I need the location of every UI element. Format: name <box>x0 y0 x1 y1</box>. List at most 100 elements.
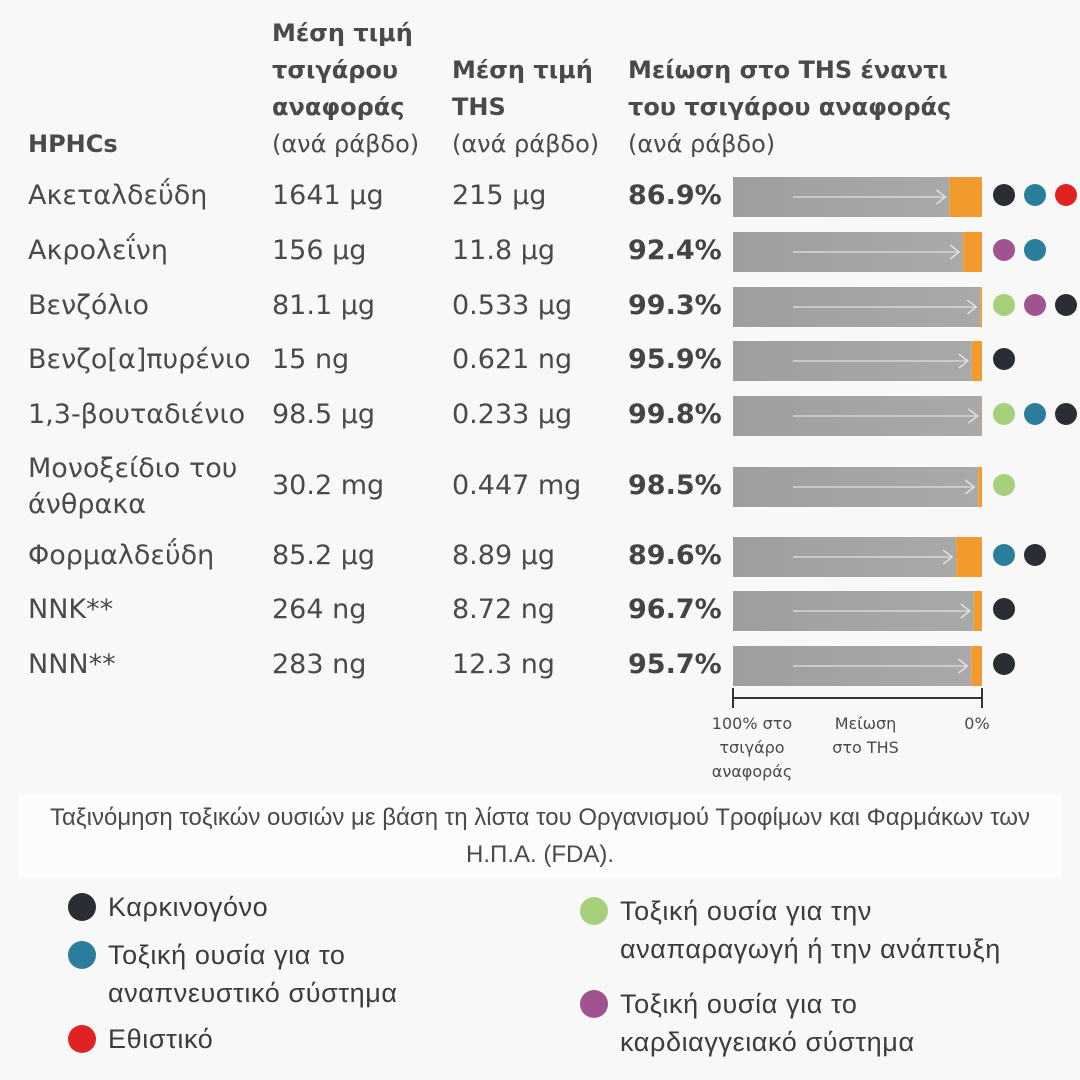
toxicity-dot-icon <box>1024 403 1046 425</box>
row-ths-value: 8.89 μg <box>452 540 556 571</box>
header-reduction-title: Μείωση στο THS έναντι του τσιγάρου αναφο… <box>628 56 952 121</box>
header-ths-title: Μέση τιμή THS <box>452 56 593 121</box>
axis-label-right: 0% <box>964 714 990 733</box>
toxicity-dot-icon <box>1024 184 1046 206</box>
reduction-arrowhead <box>958 353 970 369</box>
header-reduction-unit: (ανά ράβδο) <box>628 130 776 158</box>
row-name: Βενζο[α]πυρένιο <box>28 344 251 375</box>
row-ths-value: 8.72 ng <box>452 594 555 625</box>
header-reference: Μέση τιμή τσιγάρου αναφοράς (ανά ράβδο) <box>272 15 442 163</box>
row-reference-value: 85.2 μg <box>272 540 376 571</box>
toxicity-dot-icon <box>993 474 1015 496</box>
header-ths-unit: (ανά ράβδο) <box>452 130 600 158</box>
row-reference-value: 98.5 μg <box>272 399 376 430</box>
header-reference-title: Μέση τιμή τσιγάρου αναφοράς <box>272 19 413 121</box>
legend-addictive-label: Εθιστικό <box>108 1024 214 1054</box>
toxicity-dot-icon <box>1055 294 1077 316</box>
row-reference-value: 156 μg <box>272 235 367 266</box>
ths-remaining-bar <box>978 467 982 507</box>
legend-reproductive-label: Τοξική ουσία για την αναπαραγωγή ή την α… <box>620 896 1001 964</box>
header-reference-unit: (ανά ράβδο) <box>272 130 420 158</box>
toxicity-dot-icon <box>1024 294 1046 316</box>
legend-respiratory-label: Τοξική ουσία για το αναπνευστικό σύστημα <box>108 940 398 1008</box>
row-name: NNN** <box>28 649 116 680</box>
row-name: Ακρολεΐνη <box>28 235 168 266</box>
row-ths-value: 215 μg <box>452 180 547 211</box>
reduction-arrowhead <box>949 244 961 260</box>
legend-respiratory: Τοξική ουσία για το αναπνευστικό σύστημα <box>68 936 468 1012</box>
row-ths-value: 12.3 ng <box>452 649 555 680</box>
ths-remaining-bar <box>963 232 982 272</box>
reduction-arrowhead <box>942 549 954 565</box>
ths-remaining-bar <box>949 177 982 217</box>
addictive-dot-icon <box>68 1025 96 1053</box>
reproductive-dot-icon <box>580 897 608 925</box>
classification-caption: Ταξινόμηση τοξικών ουσιών με βάση τη λίσ… <box>18 795 1062 877</box>
row-ths-value: 0.533 μg <box>452 290 573 321</box>
row-name: Βενζόλιο <box>28 290 150 321</box>
toxicity-dot-icon <box>993 184 1015 206</box>
row-reduction-label: 99.3% <box>628 290 722 321</box>
toxicity-dot-icon <box>1055 403 1077 425</box>
carcinogen-dot-icon <box>68 893 96 921</box>
toxicity-dot-icon <box>1024 239 1046 261</box>
reduction-bar-chart <box>732 177 1077 708</box>
row-name: Μονοξείδιο του άνθρακα <box>28 453 238 520</box>
legend-addictive: Εθιστικό <box>68 1020 508 1058</box>
row-reduction-label: 89.6% <box>628 540 722 571</box>
toxicity-dot-icon <box>993 239 1015 261</box>
toxicity-dot-icon <box>993 598 1015 620</box>
row-reduction-label: 95.7% <box>628 649 722 680</box>
respiratory-dot-icon <box>68 941 96 969</box>
axis-label-left: 100% στο τσιγάρο αναφοράς <box>711 714 793 781</box>
header-hphcs-label: HPHCs <box>28 130 118 158</box>
axis-label-mid: Μείωση στο THS <box>832 714 899 757</box>
header-hphcs: HPHCs <box>28 126 118 163</box>
ths-remaining-bar <box>971 341 982 381</box>
reduction-arrowhead <box>935 189 947 205</box>
row-name: NNK** <box>28 594 114 625</box>
legend-reproductive: Τοξική ουσία για την αναπαραγωγή ή την α… <box>580 892 1050 968</box>
row-reduction-label: 98.5% <box>628 470 722 501</box>
legend-carcinogen-label: Καρκινογόνο <box>108 892 269 922</box>
toxicity-dot-icon <box>993 403 1015 425</box>
row-name: Ακεταλδεΰδη <box>28 180 208 211</box>
ths-remaining-bar <box>971 646 982 686</box>
toxicity-dot-icon <box>1055 184 1077 206</box>
legend-cardio-label: Τοξική ουσία για το καρδιαγγειακό σύστημ… <box>620 989 915 1057</box>
toxicity-dot-icon <box>993 653 1015 675</box>
reduction-arrowhead <box>964 479 976 495</box>
header-ths: Μέση τιμή THS (ανά ράβδο) <box>452 52 617 163</box>
row-ths-value: 0.621 ng <box>452 344 573 375</box>
reduction-arrowhead <box>960 603 972 619</box>
row-reduction-label: 92.4% <box>628 235 722 266</box>
row-reference-value: 264 ng <box>272 594 367 625</box>
toxicity-dot-icon <box>1024 544 1046 566</box>
row-reference-value: 81.1 μg <box>272 290 376 321</box>
ths-remaining-bar <box>980 287 982 327</box>
reduction-arrowhead <box>957 658 969 674</box>
legend-carcinogen: Καρκινογόνο <box>68 888 508 926</box>
row-reduction-label: 86.9% <box>628 180 722 211</box>
row-reduction-label: 96.7% <box>628 594 722 625</box>
row-reduction-label: 95.9% <box>628 344 722 375</box>
ths-remaining-bar <box>956 537 982 577</box>
toxicity-dot-icon <box>993 544 1015 566</box>
reduction-arrowhead <box>966 299 978 315</box>
legend-cardio: Τοξική ουσία για το καρδιαγγειακό σύστημ… <box>580 985 980 1061</box>
toxicity-dot-icon <box>993 348 1015 370</box>
reduction-arrowhead <box>968 408 979 424</box>
cardio-dot-icon <box>580 990 608 1018</box>
row-name: Φορμαλδεΰδη <box>28 540 215 571</box>
row-reference-value: 15 ng <box>272 344 350 375</box>
toxicity-dot-icon <box>993 294 1015 316</box>
ths-remaining-bar <box>973 591 982 631</box>
row-reference-value: 1641 μg <box>272 180 384 211</box>
row-ths-value: 0.447 mg <box>452 470 582 501</box>
header-reduction: Μείωση στο THS έναντι του τσιγάρου αναφο… <box>628 52 998 163</box>
row-name: 1,3-βουταδιένιο <box>28 399 246 430</box>
row-reference-value: 30.2 mg <box>272 470 385 501</box>
row-reference-value: 283 ng <box>272 649 367 680</box>
row-reduction-label: 99.8% <box>628 399 722 430</box>
row-ths-value: 0.233 μg <box>452 399 573 430</box>
